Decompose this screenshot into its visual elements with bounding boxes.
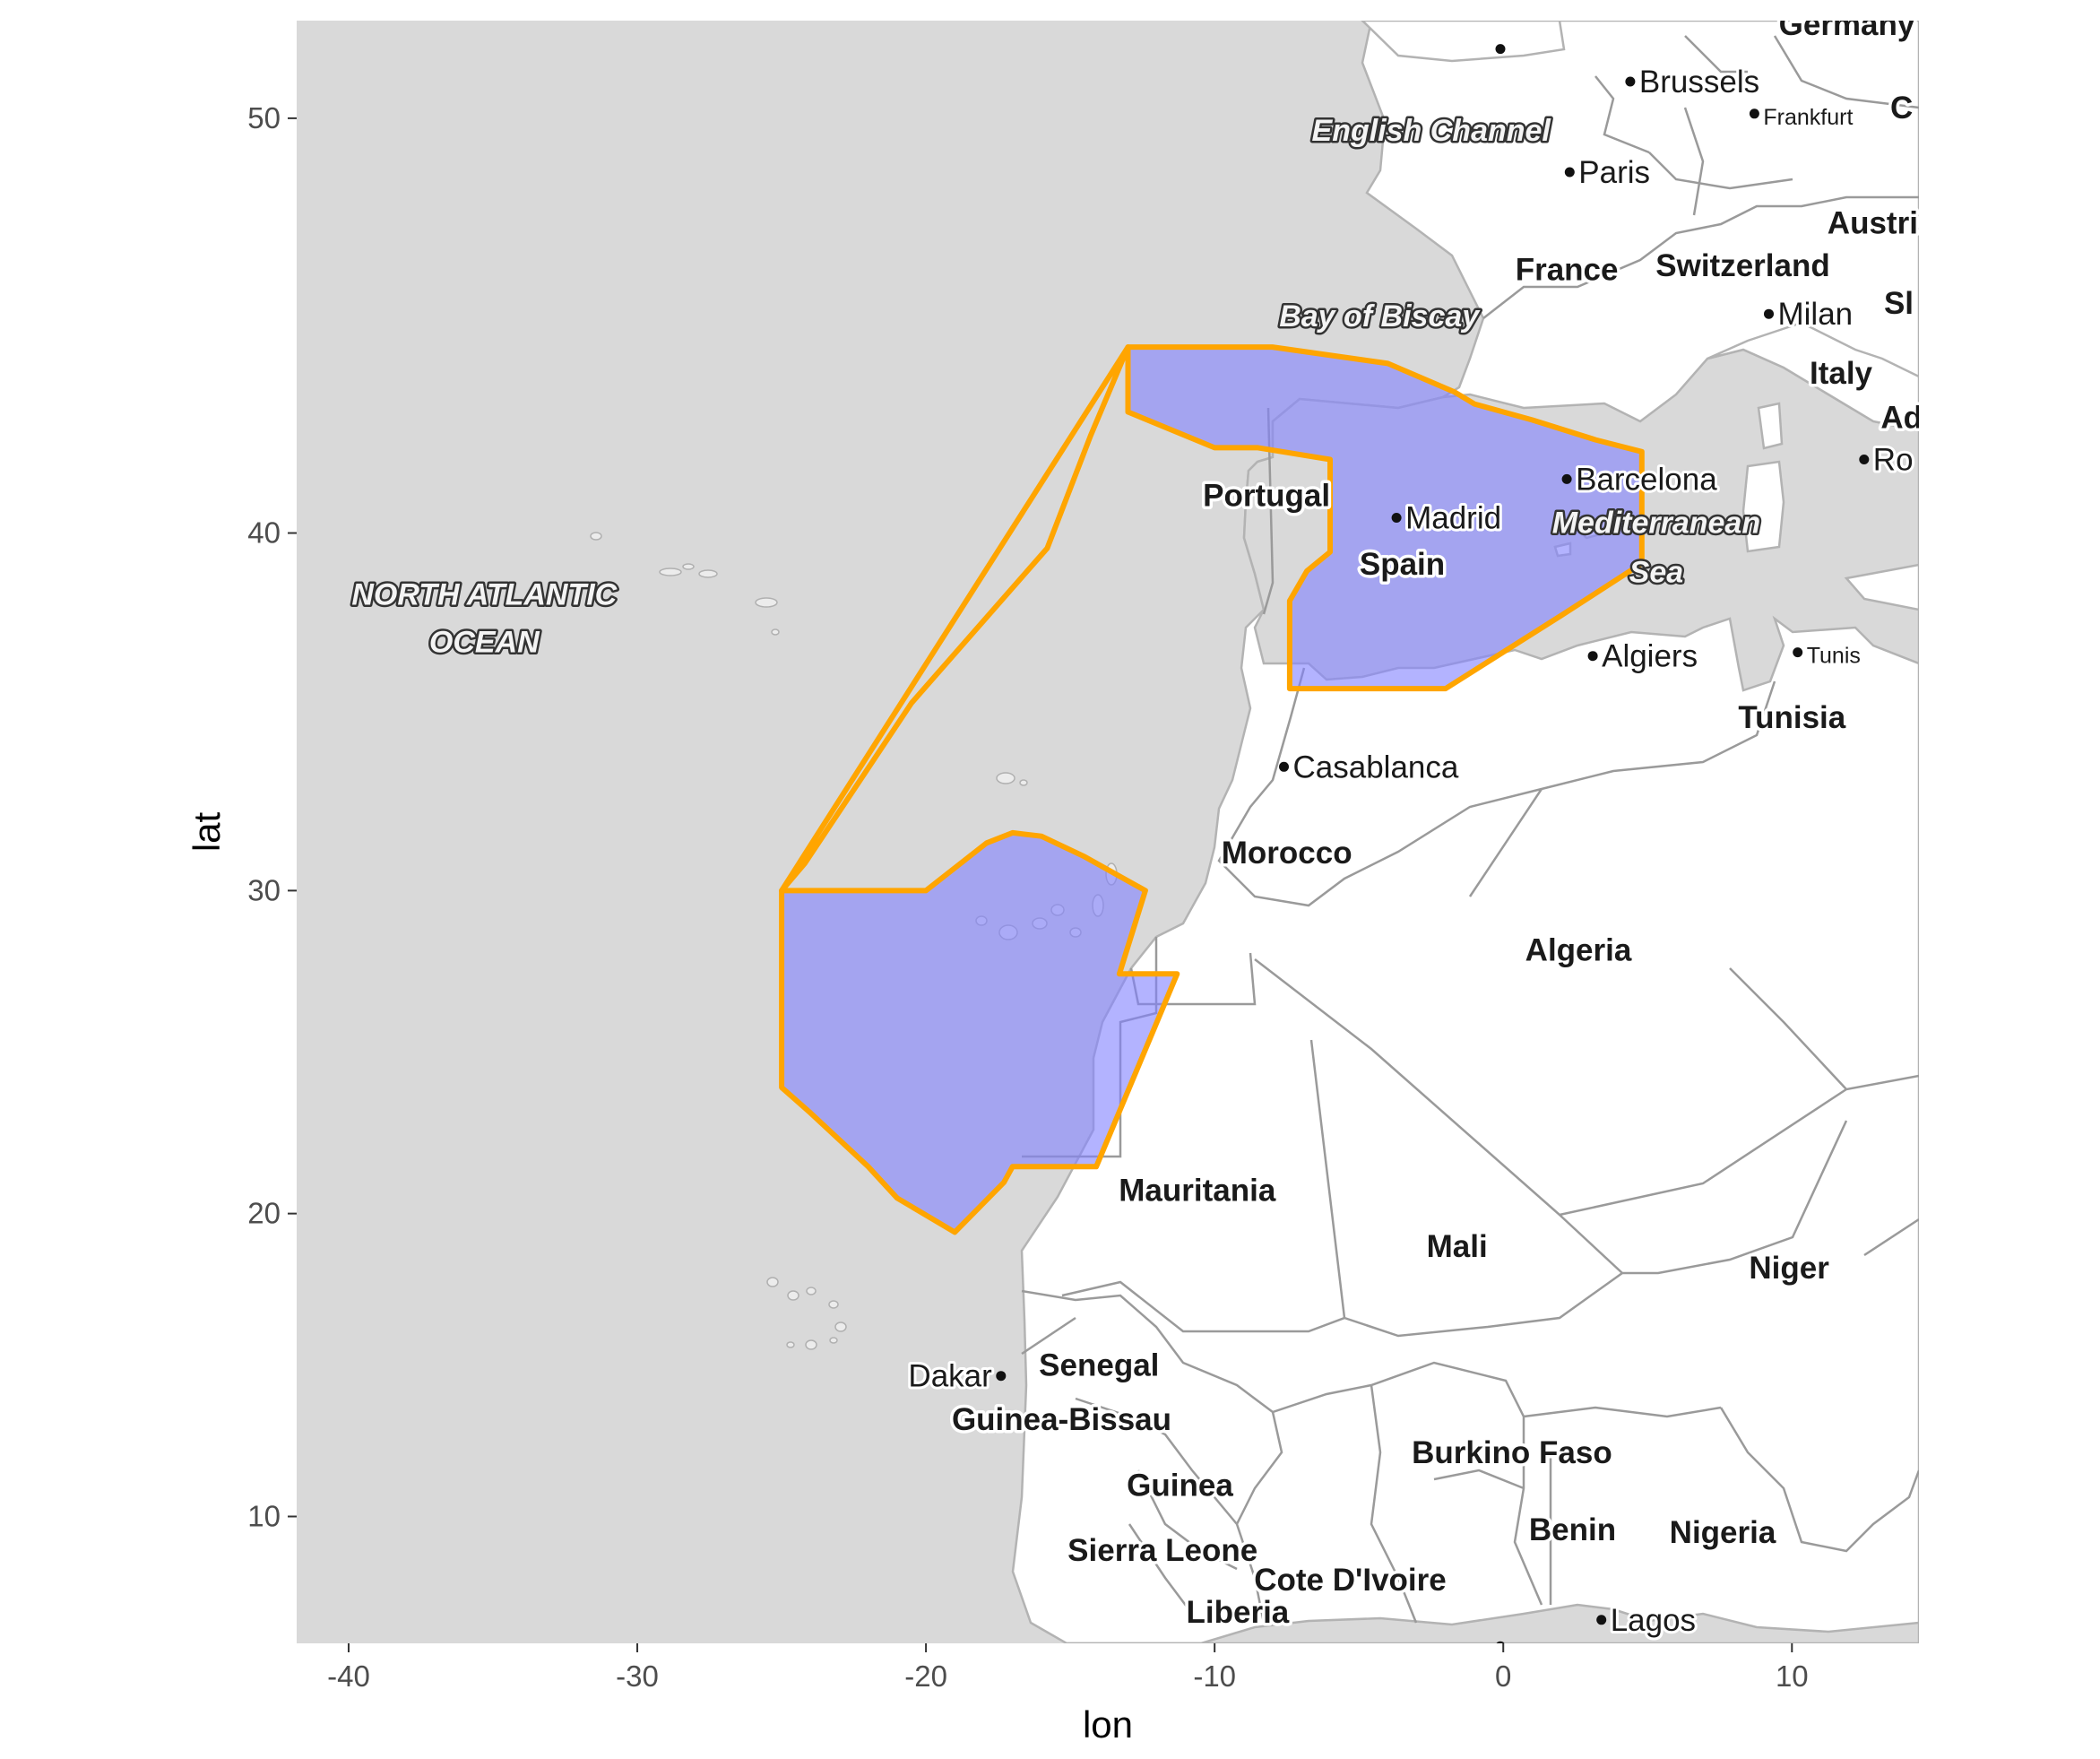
x-tick-label: 10 bbox=[1776, 1659, 1809, 1693]
city-label: Dakar bbox=[908, 1359, 992, 1394]
y-axis-title: lat bbox=[186, 811, 228, 852]
axes-layer: -40 -30 -20 -10 0 10 10 20 30 40 50 bbox=[247, 101, 1808, 1693]
city-marker bbox=[1764, 308, 1774, 319]
y-tick-label: 10 bbox=[247, 1500, 281, 1533]
country-label: Spain bbox=[1360, 547, 1445, 582]
city-marker bbox=[1859, 455, 1870, 464]
water-label: English Channel bbox=[1312, 114, 1552, 148]
country-label: Portugal bbox=[1203, 479, 1330, 514]
country-label: Austria bbox=[1828, 205, 1936, 240]
x-axis-title: lon bbox=[1083, 1703, 1133, 1746]
britain bbox=[1361, 21, 1566, 63]
city-marker bbox=[1793, 647, 1803, 658]
country-label: Guinea-Bissau bbox=[952, 1402, 1171, 1437]
country-label: Cote D'Ivoire bbox=[1254, 1563, 1446, 1598]
basemap: English Channel Bay of Biscay Mediterranea… bbox=[350, 0, 1936, 1643]
country-label: Morocco bbox=[1222, 836, 1352, 871]
x-tick-label: -20 bbox=[904, 1659, 947, 1693]
city-label: Ro bbox=[1873, 443, 1914, 478]
city-label: Barcelona bbox=[1576, 462, 1717, 497]
city-label: Madrid bbox=[1405, 501, 1501, 536]
city-marker bbox=[1587, 651, 1598, 662]
y-tick-label: 50 bbox=[247, 101, 281, 134]
city-marker bbox=[1279, 761, 1289, 772]
sicily bbox=[1844, 563, 1919, 611]
city-label: Casablanca bbox=[1293, 750, 1459, 784]
y-tick-label: 40 bbox=[247, 516, 281, 550]
y-tick-label: 30 bbox=[247, 873, 281, 906]
country-label: Algeria bbox=[1525, 933, 1632, 968]
country-label: Liberia bbox=[1187, 1595, 1290, 1630]
city-marker bbox=[1749, 108, 1759, 119]
regions-layer bbox=[779, 344, 1645, 1235]
country-label: Ad bbox=[1880, 400, 1923, 435]
country-label: Germany bbox=[1779, 7, 1915, 42]
city-label: Frankfurt bbox=[1763, 105, 1853, 130]
city-marker bbox=[1496, 1641, 1505, 1643]
north-region-polygon bbox=[1125, 344, 1645, 692]
country-label: Nigeria bbox=[1670, 1515, 1776, 1550]
water-label: OCEAN bbox=[429, 626, 540, 660]
city-label: Brussels bbox=[1639, 65, 1759, 100]
x-tick-label: -40 bbox=[327, 1659, 370, 1693]
country-label: Benin bbox=[1529, 1512, 1616, 1547]
water-label: Bay of Biscay bbox=[1279, 299, 1481, 334]
city-label: Lagos bbox=[1611, 1603, 1696, 1638]
city-marker bbox=[996, 1371, 1007, 1382]
south-region-polygon bbox=[779, 829, 1180, 1235]
country-label: London bbox=[1443, 0, 1558, 23]
city-marker bbox=[1596, 1615, 1607, 1625]
x-tick-label: 0 bbox=[1495, 1659, 1511, 1693]
city-marker bbox=[1564, 167, 1575, 178]
country-label: Tunisia bbox=[1738, 700, 1845, 735]
water-label: NORTH ATLANTIC bbox=[351, 577, 617, 611]
country-label: Niger bbox=[1749, 1251, 1829, 1286]
italy bbox=[1707, 321, 1919, 432]
country-label: Sl bbox=[1884, 286, 1914, 321]
x-tick-label: -30 bbox=[616, 1659, 659, 1693]
city-label: Algiers bbox=[1602, 639, 1698, 674]
y-tick-label: 20 bbox=[247, 1197, 281, 1230]
sardinia bbox=[1741, 460, 1785, 553]
region-bridge-outline bbox=[779, 344, 1131, 894]
city-label: Tunis bbox=[1807, 644, 1861, 669]
country-label: Senegal bbox=[1039, 1348, 1159, 1383]
country-label: C bbox=[1890, 91, 1913, 126]
city-label: Milan bbox=[1778, 297, 1854, 332]
city-label: Paris bbox=[1578, 155, 1650, 190]
country-label: Sierra Leone bbox=[1067, 1533, 1257, 1568]
x-tick-label: -10 bbox=[1193, 1659, 1236, 1693]
water-label: Sea bbox=[1629, 555, 1684, 589]
corsica bbox=[1757, 402, 1784, 450]
country-label: Mauritania bbox=[1119, 1174, 1276, 1209]
country-label: Switzerland bbox=[1655, 248, 1829, 283]
water-label: Mediterranean bbox=[1552, 507, 1760, 541]
country-label: Mali bbox=[1427, 1229, 1488, 1264]
country-label: Italy bbox=[1810, 356, 1873, 391]
city-marker bbox=[1391, 513, 1402, 523]
city-marker bbox=[1495, 44, 1506, 55]
gulf-of-guinea bbox=[1067, 1603, 1919, 1643]
labels-layer: English Channel Bay of Biscay Mediterranea… bbox=[350, 0, 1936, 1643]
country-label: Burkino Faso bbox=[1412, 1435, 1612, 1470]
country-label: France bbox=[1516, 253, 1619, 288]
city-marker bbox=[1561, 473, 1572, 484]
city-marker bbox=[1625, 76, 1636, 87]
country-label: Guinea bbox=[1127, 1468, 1233, 1503]
